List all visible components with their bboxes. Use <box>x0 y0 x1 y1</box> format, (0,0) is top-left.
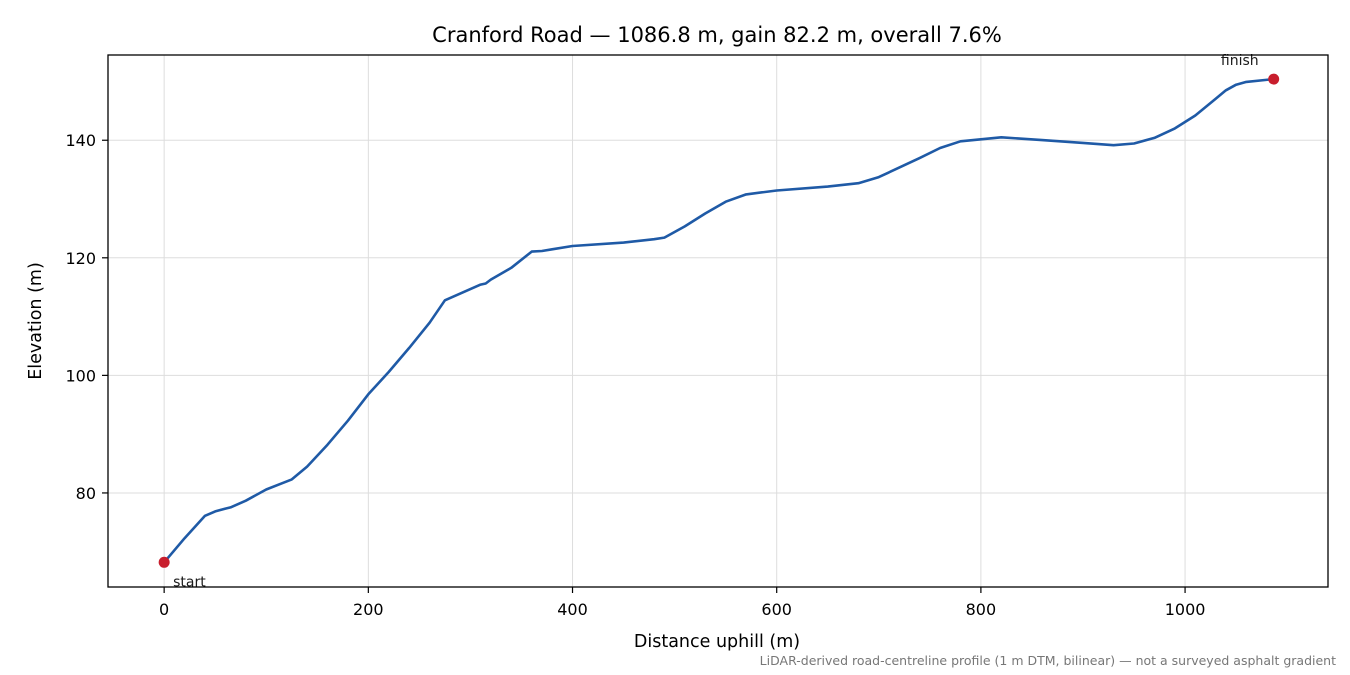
plot-area: start finish <box>158 53 1280 590</box>
y-tick-label: 120 <box>65 249 96 268</box>
x-tick-label: 200 <box>353 600 384 619</box>
axis-ticks: 0 200 400 600 800 1000 80 100 120 140 <box>65 131 1205 619</box>
y-tick-label: 140 <box>65 131 96 150</box>
x-axis-label: Distance uphill (m) <box>634 632 800 652</box>
grid <box>108 55 1328 587</box>
start-label: start <box>173 574 206 590</box>
finish-label: finish <box>1221 53 1259 69</box>
x-tick-label: 400 <box>557 600 588 619</box>
start-marker <box>158 556 170 568</box>
x-tick-label: 800 <box>966 600 997 619</box>
x-tick-label: 600 <box>761 600 792 619</box>
y-tick-label: 100 <box>65 366 96 385</box>
y-tick-label: 80 <box>76 484 96 503</box>
x-tick-label: 1000 <box>1165 600 1206 619</box>
axes-frame <box>107 54 1329 588</box>
x-tick-label: 0 <box>159 600 169 619</box>
finish-marker <box>1268 73 1280 85</box>
y-axis-label: Elevation (m) <box>26 262 46 380</box>
elevation-profile-line <box>162 77 1275 564</box>
footnote: LiDAR-derived road-centreline profile (1… <box>760 653 1336 668</box>
chart-title: Cranford Road — 1086.8 m, gain 82.2 m, o… <box>432 23 1002 47</box>
